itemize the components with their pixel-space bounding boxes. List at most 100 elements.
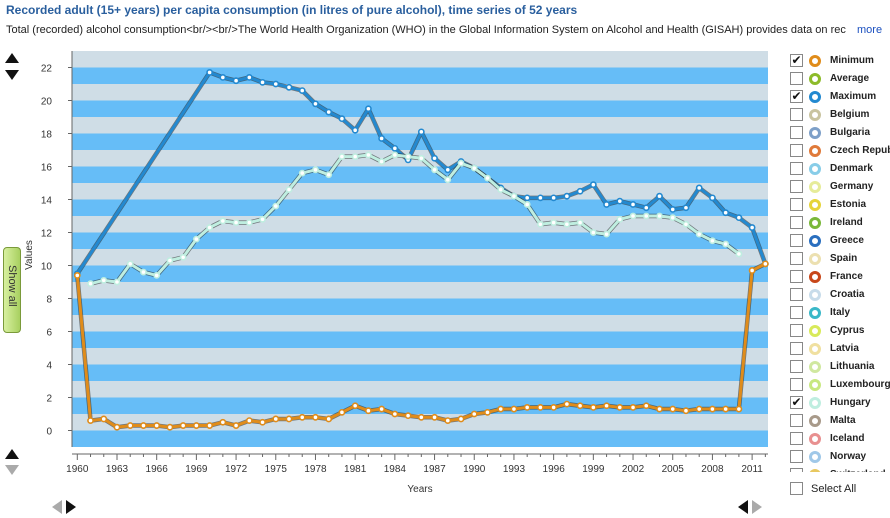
legend-marker-icon [809, 109, 821, 121]
legend-item-denmark[interactable]: Denmark [790, 160, 890, 178]
select-all-checkbox[interactable] [790, 482, 803, 495]
legend-checkbox[interactable] [790, 270, 803, 283]
legend-item-luxembourg[interactable]: Luxembourg [790, 376, 890, 394]
legend-label: Croatia [830, 289, 865, 300]
legend-checkbox[interactable] [790, 432, 803, 445]
data-point-hungary [550, 219, 558, 226]
legend-checkbox[interactable] [790, 108, 803, 121]
legend-checkbox[interactable] [790, 216, 803, 229]
legend-item-germany[interactable]: Germany [790, 178, 890, 196]
show-all-button[interactable] [3, 247, 21, 333]
legend-checkbox[interactable] [790, 360, 803, 373]
scroll-right-arrow-icon[interactable] [66, 500, 76, 514]
legend-item-latvia[interactable]: Latvia [790, 340, 890, 358]
legend-checkbox[interactable]: ✔ [790, 395, 803, 409]
legend-label: Luxembourg [830, 379, 890, 390]
legend-checkbox[interactable] [790, 288, 803, 301]
legend-checkbox[interactable] [790, 324, 803, 337]
legend-item-bulgaria[interactable]: Bulgaria [790, 124, 890, 142]
legend-item-france[interactable]: France [790, 268, 890, 286]
legend-item-estonia[interactable]: Estonia [790, 196, 890, 214]
scroll-left-arrow-icon[interactable] [52, 500, 62, 514]
legend-checkbox[interactable] [790, 234, 803, 247]
legend-marker-icon [809, 289, 821, 301]
legend-marker-icon [809, 217, 821, 229]
scroll-up-arrow-icon[interactable] [5, 53, 19, 63]
legend-item-croatia[interactable]: Croatia [790, 286, 890, 304]
plot-band [72, 67, 768, 84]
data-point-maximum [325, 108, 333, 116]
legend-label: France [830, 271, 863, 282]
legend-checkbox[interactable]: ✔ [790, 53, 803, 67]
y-tick-label: 0 [46, 427, 52, 438]
x-tick-label: 1978 [304, 464, 327, 475]
legend-marker-icon [809, 451, 821, 463]
plot-band [72, 315, 768, 332]
end-right-arrow-icon[interactable] [752, 500, 762, 514]
data-point-maximum [219, 74, 227, 81]
end-left-arrow-icon[interactable] [738, 500, 748, 514]
select-all-option[interactable]: Select All [790, 481, 890, 497]
data-point-maximum [695, 184, 703, 192]
legend-checkbox[interactable] [790, 450, 803, 463]
scroll-down-arrow-icon[interactable] [5, 70, 19, 80]
legend-checkbox[interactable] [790, 306, 803, 319]
x-tick-label: 1987 [423, 464, 446, 475]
data-point-minimum [219, 418, 227, 426]
legend-checkbox[interactable] [790, 414, 803, 427]
x-tick-label: 1996 [543, 464, 566, 475]
legend-item-maximum[interactable]: ✔ Maximum [790, 88, 890, 106]
data-point-hungary [669, 214, 677, 222]
legend-checkbox[interactable] [790, 72, 803, 85]
data-point-minimum [523, 403, 531, 411]
data-point-minimum [351, 402, 359, 410]
page-down-arrow-icon[interactable] [5, 465, 19, 475]
legend-item-iceland[interactable]: Iceland [790, 430, 890, 448]
x-tick-label: 1993 [503, 464, 526, 475]
legend-checkbox[interactable] [790, 342, 803, 355]
legend-item-ireland[interactable]: Ireland [790, 214, 890, 232]
legend-checkbox[interactable]: ✔ [790, 89, 803, 103]
data-point-minimum [404, 412, 412, 420]
x-tick-label: 2002 [622, 464, 645, 475]
data-point-minimum [484, 408, 491, 416]
legend-item-cyprus[interactable]: Cyprus [790, 322, 890, 340]
data-point-minimum [325, 415, 333, 423]
data-point-minimum [298, 413, 306, 421]
data-point-hungary [192, 235, 200, 243]
legend-item-average[interactable]: Average [790, 70, 890, 88]
legend-item-minimum[interactable]: ✔ Minimum [790, 52, 890, 70]
legend-checkbox[interactable] [790, 468, 803, 472]
legend-item-malta[interactable]: Malta [790, 412, 890, 430]
legend-item-italy[interactable]: Italy [790, 304, 890, 322]
data-point-hungary [325, 171, 333, 179]
y-axis-label: Values [24, 240, 35, 270]
plot-band [72, 397, 768, 414]
legend-checkbox[interactable] [790, 180, 803, 193]
data-point-hungary [431, 166, 438, 174]
legend-item-switzerland[interactable]: Switzerland [790, 466, 890, 472]
legend-item-greece[interactable]: Greece [790, 232, 890, 250]
data-point-hungary [709, 237, 716, 245]
legend-item-spain[interactable]: Spain [790, 250, 890, 268]
legend-item-belgium[interactable]: Belgium [790, 106, 890, 124]
data-point-hungary [682, 220, 690, 228]
data-point-maximum [232, 77, 240, 85]
more-link[interactable]: more [857, 24, 883, 36]
legend-item-czech-republic[interactable]: Czech Republic [790, 142, 890, 160]
legend-item-norway[interactable]: Norway [790, 448, 890, 466]
page-up-arrow-icon[interactable] [5, 449, 19, 459]
x-tick-label: 1990 [463, 464, 486, 475]
data-point-hungary [695, 230, 703, 238]
legend-checkbox[interactable] [790, 162, 803, 175]
data-point-hungary [140, 268, 147, 276]
legend-item-lithuania[interactable]: Lithuania [790, 358, 890, 376]
legend-checkbox[interactable] [790, 378, 803, 391]
data-point-maximum [656, 192, 663, 200]
data-point-maximum [364, 105, 372, 113]
legend-checkbox[interactable] [790, 198, 803, 211]
legend-checkbox[interactable] [790, 144, 803, 157]
legend-item-hungary[interactable]: ✔ Hungary [790, 394, 890, 412]
legend-checkbox[interactable] [790, 252, 803, 265]
legend-checkbox[interactable] [790, 126, 803, 139]
